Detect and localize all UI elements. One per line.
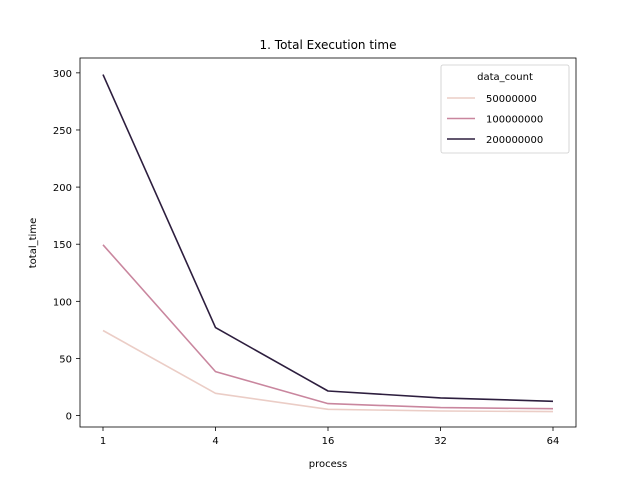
- chart-title: 1. Total Execution time: [260, 38, 397, 52]
- x-tick-label: 1: [100, 436, 106, 447]
- x-tick-label: 4: [212, 436, 218, 447]
- y-tick-label: 50: [59, 354, 72, 365]
- y-tick-label: 150: [53, 240, 72, 251]
- series-line-50000000: [102, 329, 554, 413]
- y-tick-label: 300: [53, 69, 72, 80]
- y-tick-label: 0: [66, 412, 72, 423]
- legend: data_count 50000000 100000000 200000000: [440, 64, 570, 154]
- series-lines: [102, 74, 554, 413]
- y-tick-label: 250: [53, 126, 72, 137]
- series-line-100000000: [102, 244, 554, 410]
- x-axis: 1 4 16 32 64: [100, 427, 560, 447]
- legend-entry-label: 100000000: [486, 115, 543, 126]
- series-line-200000000: [102, 74, 554, 403]
- x-tick-label: 32: [434, 436, 447, 447]
- x-tick-label: 16: [322, 436, 335, 447]
- y-tick-label: 200: [53, 183, 72, 194]
- x-tick-label: 64: [547, 436, 560, 447]
- x-axis-label: process: [309, 459, 347, 470]
- legend-box: [440, 64, 570, 154]
- legend-entry-label: 200000000: [486, 135, 543, 146]
- y-axis-label: total_time: [28, 218, 39, 268]
- y-axis: 0 50 100 150 200 250 300: [53, 69, 80, 423]
- y-tick-label: 100: [53, 297, 72, 308]
- legend-title: data_count: [477, 72, 533, 83]
- legend-entry-label: 50000000: [486, 94, 537, 105]
